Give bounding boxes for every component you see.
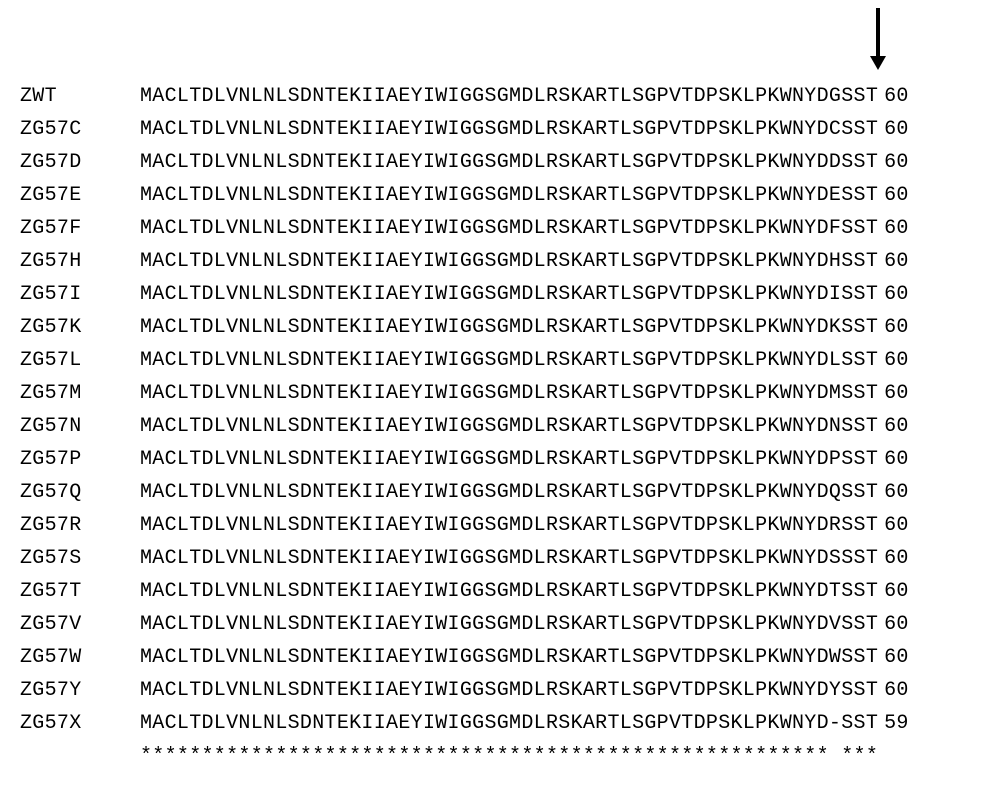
alignment-row: ZG57DMACLTDLVNLNLSDNTEKIIAEYIWIGGSGMDLRS… [20, 146, 980, 179]
sequence-label: ZG57D [20, 146, 140, 179]
sequence-end-position: 60 [884, 476, 909, 509]
alignment-row: ZG57VMACLTDLVNLNLSDNTEKIIAEYIWIGGSGMDLRS… [20, 608, 980, 641]
sequence-end-position: 60 [884, 443, 909, 476]
sequence-end-position: 60 [884, 674, 909, 707]
sequence-label: ZG57L [20, 344, 140, 377]
sequence-end-position: 60 [884, 278, 909, 311]
sequence-value: MACLTDLVNLNLSDNTEKIIAEYIWIGGSGMDLRSKARTL… [140, 674, 878, 707]
sequence-label: ZG57C [20, 113, 140, 146]
sequence-label: ZG57R [20, 509, 140, 542]
sequence-value: MACLTDLVNLNLSDNTEKIIAEYIWIGGSGMDLRSKARTL… [140, 344, 878, 377]
sequence-label: ZG57K [20, 311, 140, 344]
sequence-end-position: 60 [884, 179, 909, 212]
sequence-end-position: 60 [884, 410, 909, 443]
sequence-value: MACLTDLVNLNLSDNTEKIIAEYIWIGGSGMDLRSKARTL… [140, 113, 878, 146]
sequence-value: MACLTDLVNLNLSDNTEKIIAEYIWIGGSGMDLRSKARTL… [140, 146, 878, 179]
sequence-value: MACLTDLVNLNLSDNTEKIIAEYIWIGGSGMDLRSKARTL… [140, 509, 878, 542]
alignment-row: ZG57NMACLTDLVNLNLSDNTEKIIAEYIWIGGSGMDLRS… [20, 410, 980, 443]
sequence-value: MACLTDLVNLNLSDNTEKIIAEYIWIGGSGMDLRSKARTL… [140, 311, 878, 344]
sequence-end-position: 60 [884, 245, 909, 278]
alignment-row: ZG57RMACLTDLVNLNLSDNTEKIIAEYIWIGGSGMDLRS… [20, 509, 980, 542]
alignment-row: ZG57HMACLTDLVNLNLSDNTEKIIAEYIWIGGSGMDLRS… [20, 245, 980, 278]
consensus-sequence: ****************************************… [140, 740, 878, 773]
sequence-label: ZG57E [20, 179, 140, 212]
sequence-end-position: 60 [884, 575, 909, 608]
alignment-row: ZG57YMACLTDLVNLNLSDNTEKIIAEYIWIGGSGMDLRS… [20, 674, 980, 707]
sequence-value: MACLTDLVNLNLSDNTEKIIAEYIWIGGSGMDLRSKARTL… [140, 179, 878, 212]
sequence-end-position: 60 [884, 80, 909, 113]
sequence-end-position: 60 [884, 113, 909, 146]
sequence-value: MACLTDLVNLNLSDNTEKIIAEYIWIGGSGMDLRSKARTL… [140, 641, 878, 674]
sequence-end-position: 60 [884, 212, 909, 245]
alignment-row: ZG57LMACLTDLVNLNLSDNTEKIIAEYIWIGGSGMDLRS… [20, 344, 980, 377]
sequence-end-position: 60 [884, 311, 909, 344]
sequence-end-position: 60 [884, 608, 909, 641]
sequence-value: MACLTDLVNLNLSDNTEKIIAEYIWIGGSGMDLRSKARTL… [140, 212, 878, 245]
sequence-end-position: 60 [884, 344, 909, 377]
arrow-annotation [0, 8, 1000, 78]
alignment-row: ZG57KMACLTDLVNLNLSDNTEKIIAEYIWIGGSGMDLRS… [20, 311, 980, 344]
sequence-label: ZG57W [20, 641, 140, 674]
sequence-value: MACLTDLVNLNLSDNTEKIIAEYIWIGGSGMDLRSKARTL… [140, 608, 878, 641]
sequence-end-position: 60 [884, 641, 909, 674]
sequence-value: MACLTDLVNLNLSDNTEKIIAEYIWIGGSGMDLRSKARTL… [140, 410, 878, 443]
sequence-label: ZG57T [20, 575, 140, 608]
alignment-row: ZG57SMACLTDLVNLNLSDNTEKIIAEYIWIGGSGMDLRS… [20, 542, 980, 575]
sequence-label: ZG57H [20, 245, 140, 278]
alignment-row: ZG57MMACLTDLVNLNLSDNTEKIIAEYIWIGGSGMDLRS… [20, 377, 980, 410]
alignment-row: ZWTMACLTDLVNLNLSDNTEKIIAEYIWIGGSGMDLRSKA… [20, 80, 980, 113]
sequence-label: ZG57X [20, 707, 140, 740]
sequence-end-position: 60 [884, 377, 909, 410]
sequence-value: MACLTDLVNLNLSDNTEKIIAEYIWIGGSGMDLRSKARTL… [140, 443, 878, 476]
alignment-row: ZG57WMACLTDLVNLNLSDNTEKIIAEYIWIGGSGMDLRS… [20, 641, 980, 674]
sequence-label: ZG57S [20, 542, 140, 575]
alignment-row: ZG57XMACLTDLVNLNLSDNTEKIIAEYIWIGGSGMDLRS… [20, 707, 980, 740]
sequence-label: ZG57F [20, 212, 140, 245]
sequence-value: MACLTDLVNLNLSDNTEKIIAEYIWIGGSGMDLRSKARTL… [140, 278, 878, 311]
consensus-row: ****************************************… [20, 740, 980, 773]
sequence-value: MACLTDLVNLNLSDNTEKIIAEYIWIGGSGMDLRSKARTL… [140, 476, 878, 509]
sequence-end-position: 59 [884, 707, 909, 740]
alignment-row: ZG57IMACLTDLVNLNLSDNTEKIIAEYIWIGGSGMDLRS… [20, 278, 980, 311]
sequence-value: MACLTDLVNLNLSDNTEKIIAEYIWIGGSGMDLRSKARTL… [140, 575, 878, 608]
sequence-label: ZG57V [20, 608, 140, 641]
sequence-value: MACLTDLVNLNLSDNTEKIIAEYIWIGGSGMDLRSKARTL… [140, 80, 878, 113]
sequence-end-position: 60 [884, 509, 909, 542]
down-arrow-icon [870, 8, 886, 70]
sequence-value: MACLTDLVNLNLSDNTEKIIAEYIWIGGSGMDLRSKARTL… [140, 377, 878, 410]
alignment-row: ZG57QMACLTDLVNLNLSDNTEKIIAEYIWIGGSGMDLRS… [20, 476, 980, 509]
sequence-end-position: 60 [884, 146, 909, 179]
sequence-end-position: 60 [884, 542, 909, 575]
alignment-row: ZG57CMACLTDLVNLNLSDNTEKIIAEYIWIGGSGMDLRS… [20, 113, 980, 146]
sequence-value: MACLTDLVNLNLSDNTEKIIAEYIWIGGSGMDLRSKARTL… [140, 245, 878, 278]
sequence-label: ZG57P [20, 443, 140, 476]
sequence-value: MACLTDLVNLNLSDNTEKIIAEYIWIGGSGMDLRSKARTL… [140, 542, 878, 575]
alignment-row: ZG57EMACLTDLVNLNLSDNTEKIIAEYIWIGGSGMDLRS… [20, 179, 980, 212]
sequence-label: ZG57Y [20, 674, 140, 707]
sequence-label: ZG57Q [20, 476, 140, 509]
sequence-label: ZG57M [20, 377, 140, 410]
sequence-label: ZWT [20, 80, 140, 113]
alignment-row: ZG57PMACLTDLVNLNLSDNTEKIIAEYIWIGGSGMDLRS… [20, 443, 980, 476]
sequence-alignment-table: ZWTMACLTDLVNLNLSDNTEKIIAEYIWIGGSGMDLRSKA… [20, 80, 980, 773]
sequence-label: ZG57I [20, 278, 140, 311]
alignment-row: ZG57FMACLTDLVNLNLSDNTEKIIAEYIWIGGSGMDLRS… [20, 212, 980, 245]
sequence-label: ZG57N [20, 410, 140, 443]
sequence-value: MACLTDLVNLNLSDNTEKIIAEYIWIGGSGMDLRSKARTL… [140, 707, 878, 740]
alignment-row: ZG57TMACLTDLVNLNLSDNTEKIIAEYIWIGGSGMDLRS… [20, 575, 980, 608]
